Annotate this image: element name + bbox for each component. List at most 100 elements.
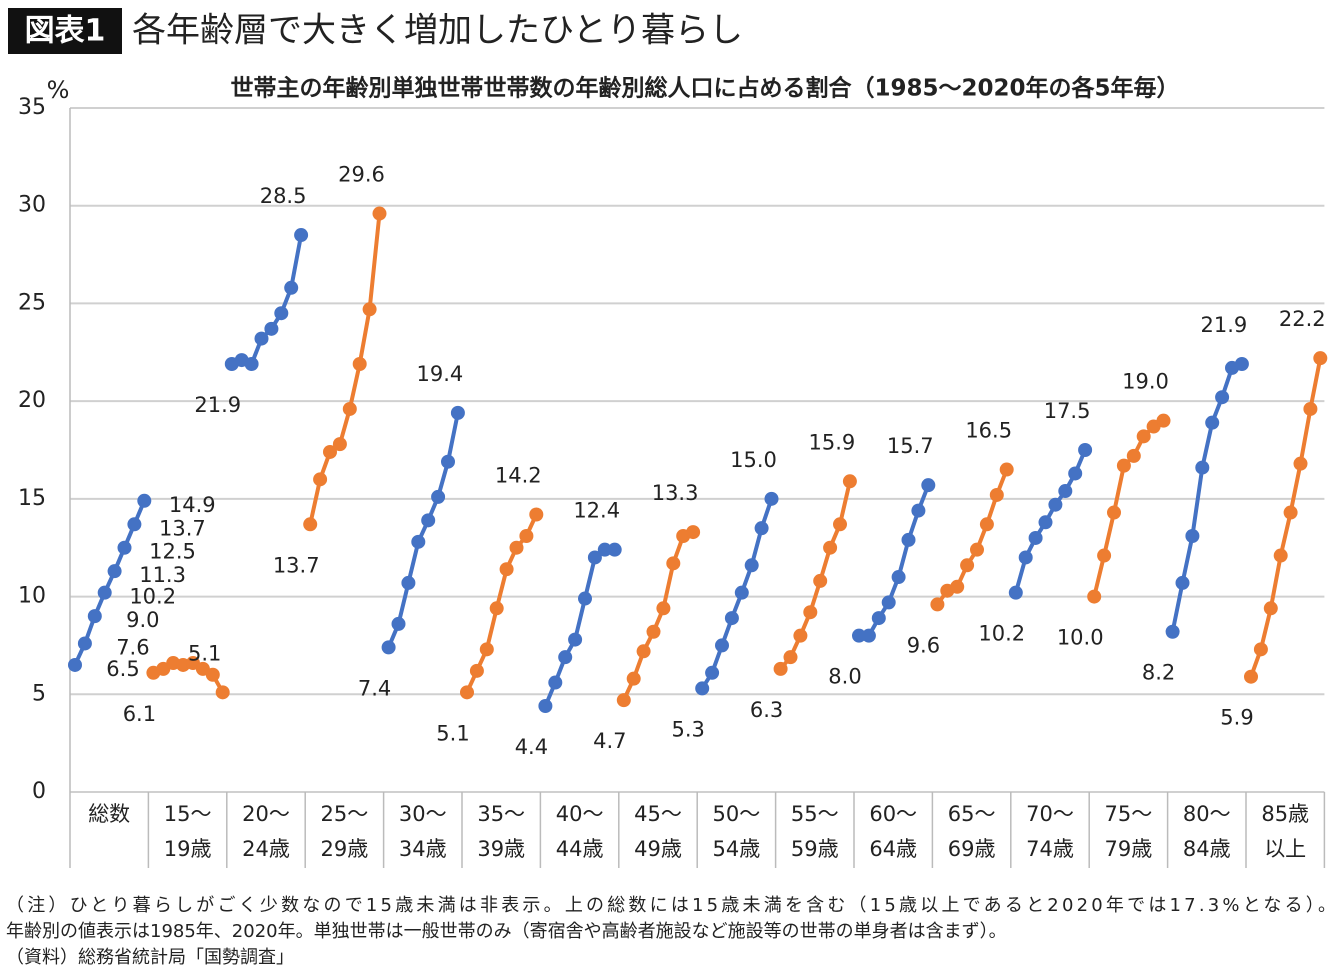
x-tick-label: 70〜 [1026, 802, 1074, 826]
data-label: 19.0 [1122, 370, 1169, 394]
x-tick-label: 40〜 [556, 802, 604, 826]
data-point [1185, 528, 1200, 543]
data-point [1263, 601, 1278, 616]
data-point [284, 280, 299, 295]
y-tick-label: 5 [32, 681, 46, 706]
data-point [1195, 460, 1210, 475]
data-point [950, 579, 965, 594]
data-point [254, 331, 269, 346]
note: （注）ひとり暮らしがごく少数なので15歳未満は非表示。上の総数には15歳未満を含… [6, 895, 1336, 916]
data-point [137, 493, 152, 508]
x-tick-label: 29歳 [321, 837, 369, 861]
data-point [960, 558, 975, 573]
data-point [519, 528, 534, 543]
data-point [1234, 357, 1249, 372]
data-label: 12.5 [149, 540, 196, 564]
data-label: 6.3 [750, 698, 783, 722]
data-label: 13.7 [159, 516, 206, 540]
data-point [803, 605, 818, 620]
data-label: 15.9 [809, 430, 856, 454]
data-point [1126, 448, 1141, 463]
data-point [568, 632, 583, 647]
data-point [548, 675, 563, 690]
y-tick-label: 30 [18, 193, 46, 218]
data-point [1107, 505, 1121, 520]
data-point [1097, 548, 1112, 563]
x-tick-label: 49歳 [634, 837, 682, 861]
series-line [779, 480, 852, 671]
data-point [77, 636, 92, 651]
x-tick-label: 69歳 [948, 837, 996, 861]
x-tick-label: 19歳 [164, 837, 212, 861]
x-tick-label: 24歳 [242, 837, 290, 861]
x-tick-label: 44歳 [556, 837, 604, 861]
series-line [386, 412, 460, 649]
data-label: 7.4 [358, 676, 391, 700]
badge-box [8, 8, 122, 54]
data-point [597, 542, 612, 557]
data-label: 13.7 [273, 553, 320, 577]
data-point [1175, 575, 1190, 590]
data-point [1244, 669, 1258, 684]
data-point [1215, 390, 1230, 405]
data-label: 14.9 [169, 493, 216, 517]
data-point [421, 513, 436, 528]
data-point [578, 591, 592, 606]
data-point [264, 321, 279, 336]
data-label: 10.2 [978, 622, 1025, 646]
data-point [441, 454, 455, 469]
data-point [891, 570, 906, 585]
x-tick-label: 54歳 [713, 837, 761, 861]
badge: 図表1 [25, 14, 106, 49]
data-point [323, 444, 337, 459]
x-tick-label: 45〜 [634, 802, 682, 826]
x-tick-label: 25〜 [321, 802, 369, 826]
data-point [852, 628, 866, 643]
x-tick-label: 74歳 [1026, 837, 1074, 861]
data-point [1205, 415, 1220, 430]
data-point [68, 657, 82, 672]
chart-subtitle: 世帯主の年齢別単独世帯世帯数の年齢別総人口に占める割合（1985〜2020年の各… [230, 75, 1179, 102]
data-point [793, 628, 808, 643]
y-tick-label: 35 [18, 95, 46, 120]
data-point [342, 401, 357, 416]
data-point [401, 575, 416, 590]
data-label: 6.5 [106, 657, 139, 681]
data-point [921, 478, 936, 493]
data-point [1116, 458, 1131, 473]
data-label: 6.1 [123, 702, 156, 726]
data-point [1068, 466, 1083, 481]
data-point [529, 507, 544, 522]
data-label: 15.7 [887, 434, 934, 458]
data-point [705, 665, 720, 680]
data-point [372, 206, 387, 221]
data-point [558, 650, 573, 665]
data-point [469, 663, 484, 678]
data-label: 21.9 [194, 393, 241, 417]
data-point [842, 474, 857, 489]
note: （資料）総務省統計局「国勢調査」 [6, 947, 294, 968]
data-point [391, 616, 406, 631]
data-point [1048, 497, 1063, 512]
data-label: 5.9 [1220, 706, 1253, 730]
data-label: 28.5 [260, 184, 307, 208]
data-point [274, 306, 289, 321]
data-point [813, 573, 828, 588]
data-point [656, 601, 671, 616]
data-point [1058, 484, 1073, 499]
data-point [1018, 550, 1033, 565]
x-tick-label: 85歳 [1261, 802, 1309, 826]
data-point [1136, 429, 1151, 444]
data-point [489, 601, 504, 616]
x-tick-label: 80〜 [1183, 802, 1231, 826]
data-point [117, 540, 132, 555]
data-point [431, 489, 446, 504]
x-tick-label: 64歳 [869, 837, 917, 861]
data-label: 13.3 [652, 481, 699, 505]
y-tick-label: 20 [18, 388, 46, 413]
series-line [1092, 418, 1165, 598]
data-label: 10.2 [129, 585, 176, 609]
x-tick-label: 59歳 [791, 837, 839, 861]
x-tick-label: 60〜 [869, 802, 917, 826]
